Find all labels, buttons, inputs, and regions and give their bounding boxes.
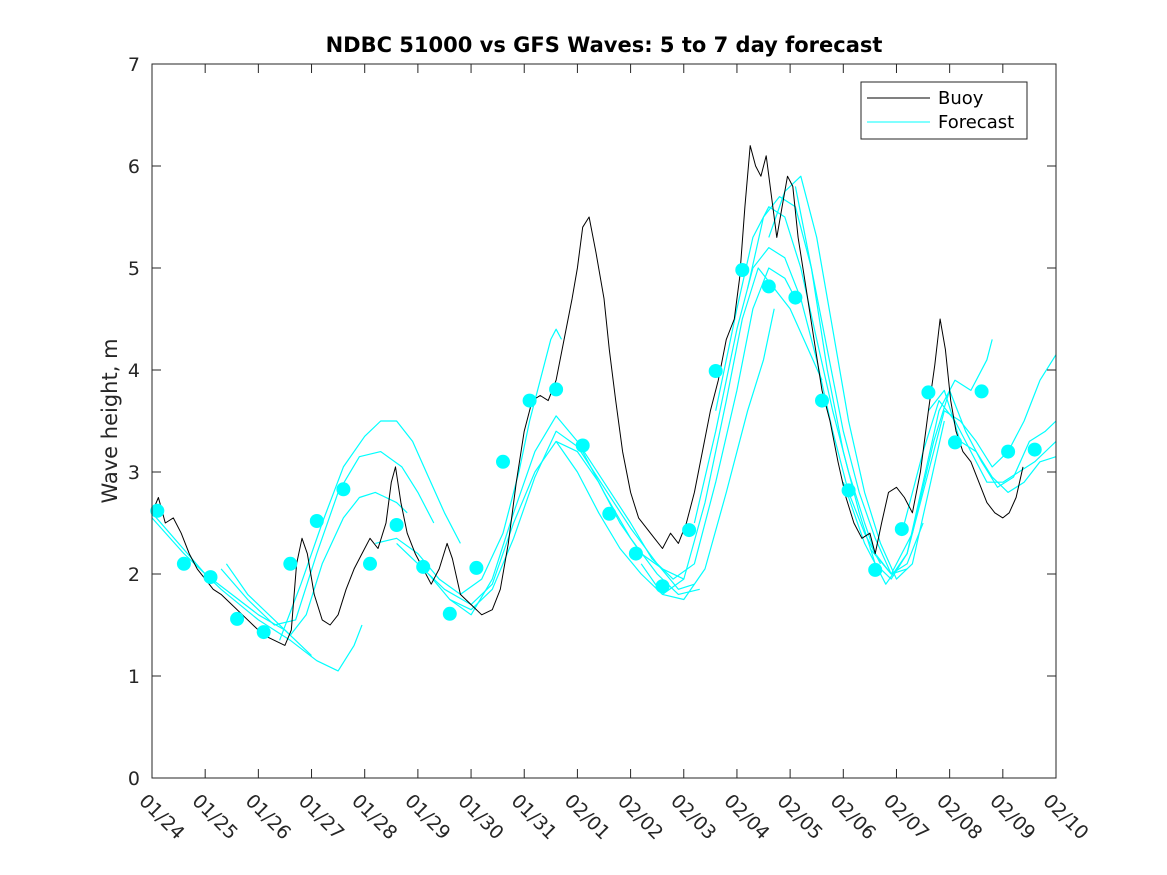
- forecast-marker: [549, 382, 564, 397]
- forecast-series-line: [640, 267, 823, 595]
- forecast-marker: [894, 522, 909, 537]
- forecast-series-line: [842, 354, 1057, 585]
- forecast-marker: [841, 483, 856, 498]
- y-tick-label: 0: [128, 768, 140, 790]
- forecast-marker: [974, 384, 989, 399]
- forecast-marker: [921, 385, 936, 400]
- forecast-marker: [309, 514, 324, 528]
- plot-area: [152, 64, 1056, 778]
- forecast-marker: [815, 393, 829, 408]
- legend-buoy-label: Buoy: [938, 88, 984, 109]
- legend-box: [860, 81, 1028, 140]
- y-tick-label: 1: [128, 666, 140, 688]
- forecast-marker: [761, 279, 776, 294]
- forecast-marker: [602, 506, 617, 521]
- forecast-series-line: [901, 400, 1057, 534]
- forecast-marker: [1027, 442, 1042, 457]
- forecast-marker: [283, 556, 298, 571]
- y-tick-label: 4: [128, 360, 140, 382]
- y-axis-label: Wave height, m: [98, 338, 122, 503]
- forecast-marker: [256, 625, 271, 640]
- forecast-marker: [628, 546, 643, 561]
- forecast-marker: [203, 570, 218, 585]
- forecast-series-line: [794, 186, 993, 580]
- forecast-series-line: [151, 517, 363, 672]
- y-axis: 0 1 2 3 4 5 6 7: [128, 54, 1056, 790]
- chart-title: NDBC 51000 vs GFS Waves: 5 to 7 day fore…: [326, 33, 883, 57]
- forecast-marker: [469, 560, 484, 575]
- y-tick-label: 6: [128, 156, 140, 178]
- forecast-marker: [788, 290, 803, 305]
- y-tick-label: 5: [128, 258, 140, 280]
- forecast-series-line: [279, 420, 461, 641]
- forecast-series-line: [375, 328, 563, 595]
- forecast-series-line: [555, 308, 775, 601]
- forecast-series-line: [225, 491, 408, 636]
- forecast-series-line: [768, 175, 945, 580]
- forecast-markers: [150, 263, 1042, 640]
- forecast-marker: [682, 523, 697, 538]
- forecast-marker: [496, 454, 510, 469]
- forecast-marker: [575, 438, 590, 453]
- forecast-marker: [176, 556, 191, 571]
- forecast-marker: [655, 579, 670, 594]
- forecast-marker: [442, 606, 457, 621]
- forecast-series-line: [693, 247, 882, 565]
- forecast-marker: [522, 393, 537, 408]
- forecast-series-line: [869, 389, 1057, 575]
- forecast-marker: [416, 559, 431, 574]
- buoy-series-line: [151, 145, 1024, 646]
- forecast-marker: [1001, 444, 1016, 459]
- y-tick-label: 2: [128, 564, 140, 586]
- forecast-marker: [708, 364, 723, 378]
- legend-forecast-label: Forecast: [938, 112, 1014, 133]
- forecast-marker: [948, 435, 962, 450]
- forecast-series-line: [449, 415, 700, 616]
- forecast-marker: [230, 611, 245, 626]
- forecast-marker: [868, 562, 883, 577]
- forecast-marker: [389, 518, 404, 532]
- forecast-marker: [336, 482, 351, 497]
- forecast-marker: [363, 556, 377, 571]
- legend: Buoy Forecast: [860, 81, 1028, 140]
- forecast-marker: [150, 503, 165, 518]
- forecast-lines: [151, 175, 1057, 672]
- forecast-series-line: [576, 267, 796, 580]
- y-tick-label: 3: [128, 462, 140, 484]
- forecast-series-line: [927, 389, 1057, 493]
- buoy-line: [151, 145, 1024, 646]
- forecast-marker: [735, 263, 750, 277]
- y-tick-label: 7: [128, 54, 140, 76]
- axes-box: [151, 63, 1057, 779]
